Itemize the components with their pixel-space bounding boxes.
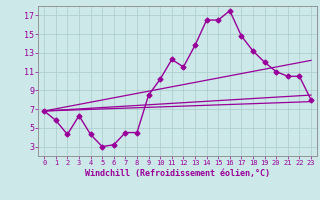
X-axis label: Windchill (Refroidissement éolien,°C): Windchill (Refroidissement éolien,°C) bbox=[85, 169, 270, 178]
